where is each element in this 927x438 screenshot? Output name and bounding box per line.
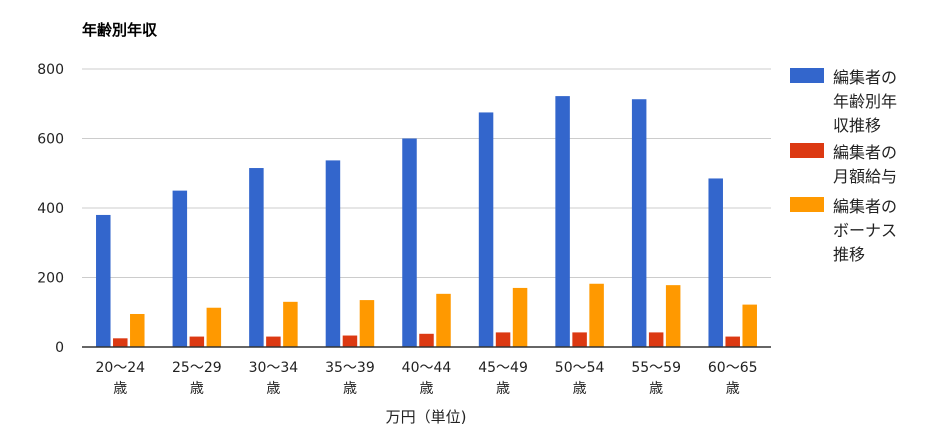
x-tick-label: 歳 — [266, 381, 280, 397]
bar — [648, 332, 664, 347]
x-tick-label: 歳 — [420, 381, 434, 397]
legend-label: 編集者の — [833, 143, 897, 162]
x-tick-label: 25〜29 — [172, 360, 222, 376]
x-tick-label: 30〜34 — [249, 360, 299, 376]
x-tick-label: 歳 — [726, 381, 740, 397]
bar — [572, 332, 587, 347]
x-tick-label: 歳 — [649, 381, 663, 397]
y-tick-label: 0 — [55, 340, 64, 356]
bar — [725, 336, 740, 347]
bar — [172, 190, 188, 347]
bar — [249, 168, 264, 347]
bar — [708, 178, 723, 347]
bar — [495, 332, 511, 347]
legend-label: 推移 — [833, 245, 865, 264]
bar — [589, 283, 604, 347]
bar — [742, 304, 757, 347]
bar — [436, 293, 451, 347]
bar — [96, 214, 111, 347]
gridlines — [82, 68, 771, 278]
bar — [206, 307, 222, 347]
bar — [402, 138, 417, 347]
bar — [130, 313, 145, 347]
bar — [512, 287, 528, 347]
bars — [96, 96, 757, 347]
x-tick-label: 歳 — [496, 381, 510, 397]
y-tick-label: 600 — [37, 132, 64, 148]
x-tick-label: 歳 — [190, 381, 204, 397]
legend-swatch — [790, 197, 824, 212]
bar — [283, 301, 298, 347]
bar — [665, 285, 681, 347]
x-tick-label: 歳 — [113, 381, 127, 397]
legend-swatch — [790, 143, 824, 158]
bar — [419, 333, 434, 347]
legend-label: 月額給与 — [833, 167, 897, 186]
legend-label: 編集者の — [833, 197, 897, 216]
bar — [478, 112, 494, 347]
legend-label: ボーナス — [833, 221, 897, 240]
bar — [342, 335, 358, 347]
bar — [266, 336, 281, 347]
x-tick-label: 歳 — [573, 381, 587, 397]
x-tick-label: 40〜44 — [402, 360, 452, 376]
y-tick-label: 800 — [37, 62, 64, 78]
x-tick-label: 20〜24 — [95, 360, 145, 376]
x-axis-ticks: 20〜24 歳 25〜29 歳 30〜34 歳 35〜39 歳 40〜44 歳 45〜49 歳 50〜5… — [95, 360, 757, 397]
x-tick-label: 45〜49 — [478, 360, 528, 376]
x-tick-label: 歳 — [343, 381, 357, 397]
legend-label: 年齢別年 — [833, 92, 897, 111]
chart-title: 年齢別年収 — [82, 21, 158, 39]
x-axis-title: 万円（単位) — [386, 408, 467, 426]
y-axis-ticks: 0 200 400 600 800 — [37, 62, 64, 356]
y-tick-label: 400 — [37, 201, 64, 217]
bar — [325, 160, 341, 347]
x-tick-label: 60〜65 — [708, 360, 758, 376]
legend-swatch — [790, 68, 824, 83]
x-tick-label: 55〜59 — [631, 360, 681, 376]
bar — [631, 99, 647, 347]
legend-label: 収推移 — [833, 116, 881, 135]
bar — [189, 336, 205, 347]
bar — [113, 338, 128, 347]
legend-label: 編集者の — [833, 68, 897, 87]
bar — [359, 300, 375, 347]
x-tick-label: 35〜39 — [325, 360, 375, 376]
bar — [555, 96, 570, 347]
y-tick-label: 200 — [37, 271, 64, 287]
x-tick-label: 50〜54 — [555, 360, 605, 376]
